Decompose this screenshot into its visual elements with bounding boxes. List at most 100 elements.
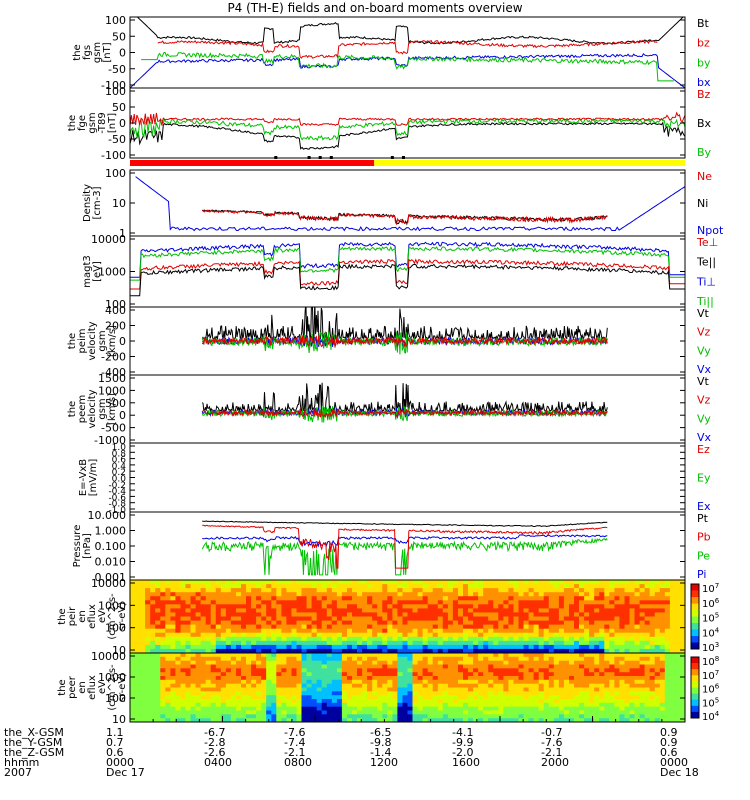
ephem-value: Dec 18 [660, 766, 699, 779]
svg-text:en: en [77, 610, 88, 623]
legend-peim-Vz: Vz [697, 326, 711, 339]
svg-text:[nT]: [nT] [102, 42, 113, 62]
pressure-pt-line [202, 520, 608, 528]
panel-peir-cbar-tick: 104 [702, 626, 720, 639]
svg-text:peir: peir [67, 606, 78, 626]
fgs-bx-line [130, 52, 685, 88]
ephem-value: -2.6 [204, 746, 225, 759]
ephem-value: -9.9 [452, 736, 473, 749]
mode-bar-marker [401, 156, 405, 159]
panel-peer-cbar-tick: 108 [702, 655, 719, 668]
ephem-value: -6.7 [204, 726, 225, 739]
panel-temp-ylabel: magt3 [eV] [82, 255, 103, 288]
mode-bar-yellow [374, 160, 685, 166]
legend-peim-Vt: Vt [697, 307, 710, 320]
legend-density-Npot: Npot [697, 224, 724, 237]
panel-fge-ytick: -100 [101, 149, 126, 162]
svg-text:sr-eV): sr-eV) [117, 673, 128, 702]
peem-vz-line [201, 407, 608, 419]
legend-temp-Te||: Te|| [696, 256, 716, 269]
svg-text:gsm: gsm [92, 42, 103, 63]
panel-temp: magt3 [eV] [82, 235, 686, 308]
panel-peer-traces [130, 653, 685, 722]
legend-exb-Ex: Ex [697, 500, 711, 513]
svg-text:sr-eV): sr-eV) [117, 602, 128, 631]
panel-peir-ytick: 10 [112, 644, 126, 657]
legend-temp-Te⊥: Te⊥ [696, 236, 718, 249]
legend-density-Ni: Ni [697, 197, 708, 210]
panel-exb-ytick: 0.2 [112, 468, 126, 478]
svg-text:[mV/m]: [mV/m] [88, 459, 99, 497]
ephem-value: -2.0 [452, 746, 473, 759]
panel-peir-traces [130, 580, 685, 653]
ephem-value: -0.7 [541, 726, 562, 739]
svg-text:Pressure: Pressure [72, 525, 83, 568]
panel-peim-ytick: 400 [105, 304, 126, 317]
panel-pressure-ytick: 10.000 [88, 509, 127, 522]
legend-pressure-Pt: Pt [697, 512, 709, 525]
svg-text:velocity: velocity [87, 389, 98, 428]
panel-exb-frame [129, 442, 686, 513]
panel-fgs-ylabel: the fgs gsm [nT] [72, 42, 113, 63]
panel-pressure: Pressure [nPa] [72, 511, 686, 581]
panel-exb-ytick: 1.0 [112, 443, 127, 453]
legend-fgs-bz: bz [697, 37, 710, 50]
panel-pressure-traces [201, 520, 608, 576]
panel-peer: the peer en eflux eV (cm^2-s-sr-eV) [57, 652, 700, 723]
panel-fge-ytick: 50 [112, 101, 126, 114]
panel-pressure-ytick: 0.001 [95, 571, 127, 584]
panel-peer-ytick: 100 [105, 692, 126, 705]
mode-bar-marker [318, 156, 322, 159]
panel-peem-traces [201, 382, 608, 423]
panel-peem-ytick: -500 [101, 422, 126, 435]
ephem-value: 0.6 [660, 746, 678, 759]
panel-peir-ytick: 100 [105, 622, 126, 635]
panel-pressure-ylabel: Pressure [nPa] [72, 525, 93, 568]
panel-fgs-ytick: 0 [119, 47, 126, 60]
svg-text:gsm: gsm [97, 330, 108, 351]
legend-fge-By: By [697, 146, 712, 159]
page-title: P4 (TH-E) fields and on-board moments ov… [227, 1, 523, 15]
fge-bx-line [130, 121, 685, 150]
panel-peir-cbar-tick: 105 [702, 612, 719, 625]
panel-fgs-traces [130, 17, 685, 88]
legend-peem-Vx: Vx [697, 431, 712, 444]
panel-peem-ytick: 1000 [98, 384, 126, 397]
panel-peer-ytick: 1000 [98, 671, 126, 684]
svg-text:Density: Density [82, 184, 93, 222]
ephem-value: 1200 [370, 756, 398, 769]
temp-tipar-line [130, 245, 685, 281]
panel-peim-ylabel: the peim velocity gsm [km/s] [67, 321, 118, 360]
ephem-value: -2.8 [204, 736, 225, 749]
ephem-value: -2.1 [284, 746, 305, 759]
ephem-value: -6.5 [370, 726, 391, 739]
panel-fge-traces [130, 111, 685, 150]
svg-text:fgs: fgs [82, 45, 93, 60]
legend-peem-Vt: Vt [697, 375, 710, 388]
mode-bar-marker [274, 156, 278, 159]
legend-peim-Vx: Vx [697, 363, 712, 376]
panel-peer-ytick: 10 [112, 713, 126, 726]
ephem-label: 2007 [4, 766, 32, 779]
panel-peir: the peir en eflux eV (cm^2-s-sr-eV) [57, 579, 700, 654]
legend-fgs-by: by [697, 56, 711, 69]
svg-text:(cm^2-s-: (cm^2-s- [107, 664, 118, 711]
panel-exb-ytick: -1.0 [108, 506, 126, 516]
svg-text:[km/s]: [km/s] [107, 393, 118, 425]
svg-text:the: the [67, 333, 78, 349]
svg-text:peem: peem [77, 395, 88, 423]
svg-text:E=-VxB: E=-VxB [78, 459, 89, 496]
temp-tiperp-line [130, 241, 685, 278]
panel-exb-ylabel: E=-VxB [mV/m] [78, 459, 99, 497]
panel-density-frame [129, 169, 686, 237]
mode-bar-marker [307, 156, 311, 159]
panel-peem-ylabel: the peem velocity gsm [km/s] [67, 389, 118, 428]
svg-text:velocity: velocity [87, 321, 98, 360]
svg-text:the: the [72, 44, 83, 60]
panel-fge-ylabel: the fge gsm -T89 [nT] [67, 112, 118, 134]
ephem-value: -2.1 [541, 746, 562, 759]
svg-text:magt3: magt3 [82, 255, 93, 288]
pressure-pi-line [202, 534, 608, 548]
ephem-value: -7.6 [541, 736, 562, 749]
panel-fge-ytick: -50 [108, 133, 126, 146]
